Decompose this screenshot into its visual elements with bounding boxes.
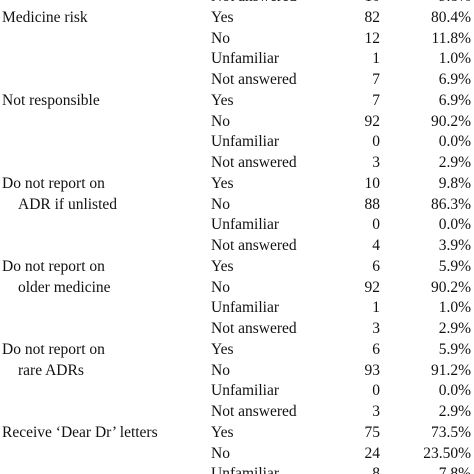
- count: 10: [364, 174, 381, 192]
- response: Yes: [211, 423, 234, 441]
- percent: 0.0%: [438, 382, 471, 400]
- percent: 91.2%: [430, 361, 471, 379]
- group-label: Receive ‘Dear Dr’ letters: [2, 423, 158, 441]
- percent: 2.9%: [438, 403, 471, 420]
- count: 75: [364, 423, 381, 441]
- response: Not answered: [211, 403, 297, 420]
- count: 7: [372, 91, 380, 109]
- response: No: [211, 361, 230, 379]
- percent: 2.9%: [438, 320, 471, 337]
- group-label: rare ADRs: [18, 361, 84, 379]
- count: 24: [364, 444, 381, 462]
- count: 10: [365, 0, 381, 7]
- percent: 90.2%: [430, 112, 471, 130]
- count: 88: [364, 195, 381, 213]
- response: Yes: [211, 91, 234, 109]
- percent: 7.8%: [438, 465, 471, 474]
- percent: 23.50%: [423, 444, 471, 462]
- response: Unfamiliar: [211, 216, 280, 234]
- count: 3: [372, 154, 380, 171]
- count: 92: [364, 278, 381, 296]
- percent: 1.0%: [438, 50, 471, 68]
- percent: 5.9%: [438, 340, 471, 358]
- count: 0: [372, 216, 380, 234]
- response: Not answered: [211, 0, 297, 7]
- percent: 73.5%: [430, 423, 471, 441]
- count: 7: [372, 71, 380, 88]
- response: No: [211, 29, 230, 47]
- response: Not answered: [211, 154, 297, 171]
- percent: 1.0%: [438, 299, 471, 317]
- group-label: Do not report on: [2, 257, 105, 275]
- group-label: Do not report on: [2, 340, 105, 358]
- group-label: older medicine: [18, 278, 111, 296]
- response: Yes: [211, 174, 234, 192]
- percent: 86.3%: [430, 195, 471, 213]
- percent: 9.8%: [439, 0, 471, 7]
- response: No: [211, 195, 230, 213]
- response: Yes: [211, 340, 234, 358]
- group-label: Do not report on: [2, 174, 105, 192]
- count: 0: [372, 382, 380, 400]
- count: 0: [372, 133, 380, 151]
- count: 93: [364, 361, 381, 379]
- response: Yes: [211, 257, 234, 275]
- percent: 11.8%: [431, 29, 471, 47]
- response: Not answered: [211, 320, 297, 337]
- percent: 2.9%: [438, 154, 471, 171]
- response: Unfamiliar: [211, 299, 280, 317]
- count: 6: [372, 257, 380, 275]
- count: 92: [364, 112, 381, 130]
- count: 3: [372, 320, 380, 337]
- response: Unfamiliar: [211, 133, 280, 151]
- percent: 5.9%: [438, 257, 471, 275]
- count: 8: [372, 465, 380, 474]
- count: 12: [364, 29, 381, 47]
- response: Unfamiliar: [211, 382, 280, 400]
- response: Not answered: [211, 71, 297, 88]
- percent: 90.2%: [430, 278, 471, 296]
- group-label: Not responsible: [2, 91, 100, 109]
- percent: 9.8%: [438, 174, 471, 192]
- response: No: [211, 278, 230, 296]
- response: Not answered: [211, 237, 297, 254]
- group-label: Medicine risk: [2, 8, 88, 26]
- percent: 6.9%: [438, 71, 471, 88]
- count: 6: [372, 340, 380, 358]
- percent: 80.4%: [430, 8, 471, 26]
- percent: 0.0%: [438, 133, 471, 151]
- response: No: [211, 444, 230, 462]
- response: Yes: [211, 8, 234, 26]
- group-label: ADR if unlisted: [18, 195, 118, 213]
- count: 4: [372, 237, 380, 254]
- percent: 0.0%: [438, 216, 471, 234]
- count: 1: [372, 299, 380, 317]
- percent: 3.9%: [438, 237, 471, 254]
- count: 1: [372, 50, 380, 68]
- response: No: [211, 112, 230, 130]
- count: 3: [372, 403, 380, 420]
- response: Unfamiliar: [211, 50, 280, 68]
- count: 82: [364, 8, 381, 26]
- response: Unfamiliar: [211, 465, 280, 474]
- percent: 6.9%: [438, 91, 471, 109]
